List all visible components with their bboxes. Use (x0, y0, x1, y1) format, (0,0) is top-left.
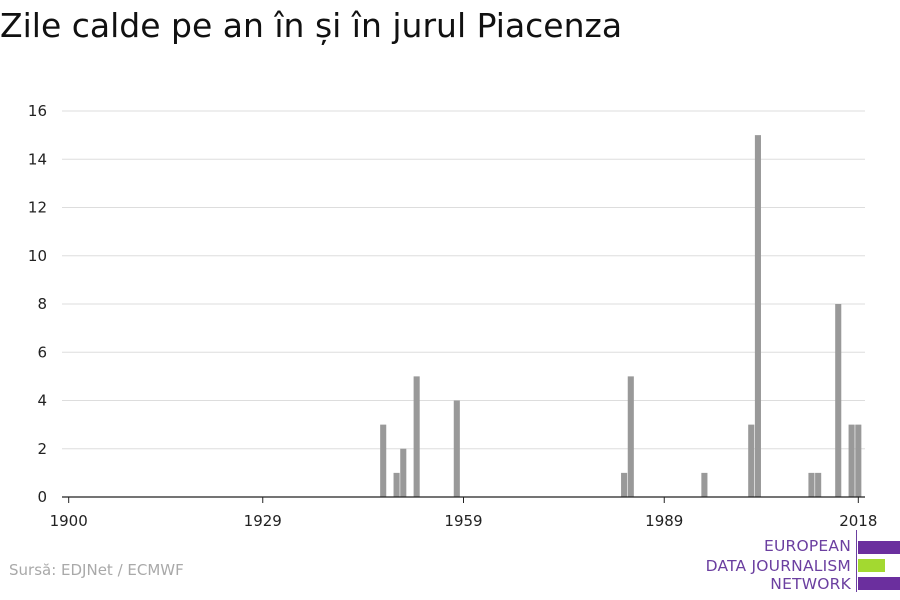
bar-1950 (400, 448, 407, 497)
logo-bar-purple-top (858, 541, 900, 554)
bar-1958 (453, 400, 460, 497)
grid-lines (62, 110, 865, 450)
y-tick-label-0: 0 (37, 488, 47, 506)
logo-line-data-journalism: DATA JOURNALISM (705, 557, 851, 575)
y-tick-label-2: 2 (37, 440, 47, 458)
y-tick-label-8: 8 (37, 295, 47, 313)
chart-title: Zile calde pe an în și în jurul Piacenza (0, 6, 623, 45)
logo-bar-green (858, 559, 885, 572)
logo-divider (856, 530, 857, 592)
logo-line-network: NETWORK (770, 575, 851, 593)
bar-1947 (380, 424, 387, 497)
logo-line-european: EUROPEAN (763, 537, 851, 555)
bar-2011 (808, 472, 815, 497)
bar-1983 (621, 472, 628, 497)
bar-2012 (815, 472, 822, 497)
bar-2017 (848, 424, 855, 497)
x-tick-label-2018: 2018 (839, 512, 877, 530)
source-note: Sursă: EDJNet / ECMWF (9, 561, 184, 579)
bars (380, 135, 862, 497)
y-tick-label-4: 4 (37, 392, 47, 410)
y-tick-label-6: 6 (37, 343, 47, 361)
bar-1995 (701, 472, 708, 497)
bar-1949 (393, 472, 400, 497)
y-tick-label-10: 10 (28, 247, 47, 265)
x-tick-label-1959: 1959 (444, 512, 482, 530)
x-tick-label-1929: 1929 (244, 512, 282, 530)
bar-2015 (835, 304, 842, 497)
bar-1984 (627, 376, 634, 497)
bar-1952 (413, 376, 420, 497)
y-tick-label-16: 16 (28, 102, 47, 120)
edjnet-logo: EUROPEAN DATA JOURNALISM NETWORK (690, 530, 900, 600)
y-tick-label-14: 14 (28, 150, 47, 168)
y-tick-label-12: 12 (28, 199, 47, 217)
axes: 0 2 4 6 8 10 12 14 16 1900 1929 1959 1989 2018 (28, 102, 877, 530)
x-tick-label-1900: 1900 (50, 512, 88, 530)
logo-bar-purple-bottom (858, 577, 900, 590)
bar-2018 (855, 424, 862, 497)
bar-2002 (748, 424, 755, 497)
bar-2003 (754, 135, 761, 497)
x-tick-label-1989: 1989 (645, 512, 683, 530)
